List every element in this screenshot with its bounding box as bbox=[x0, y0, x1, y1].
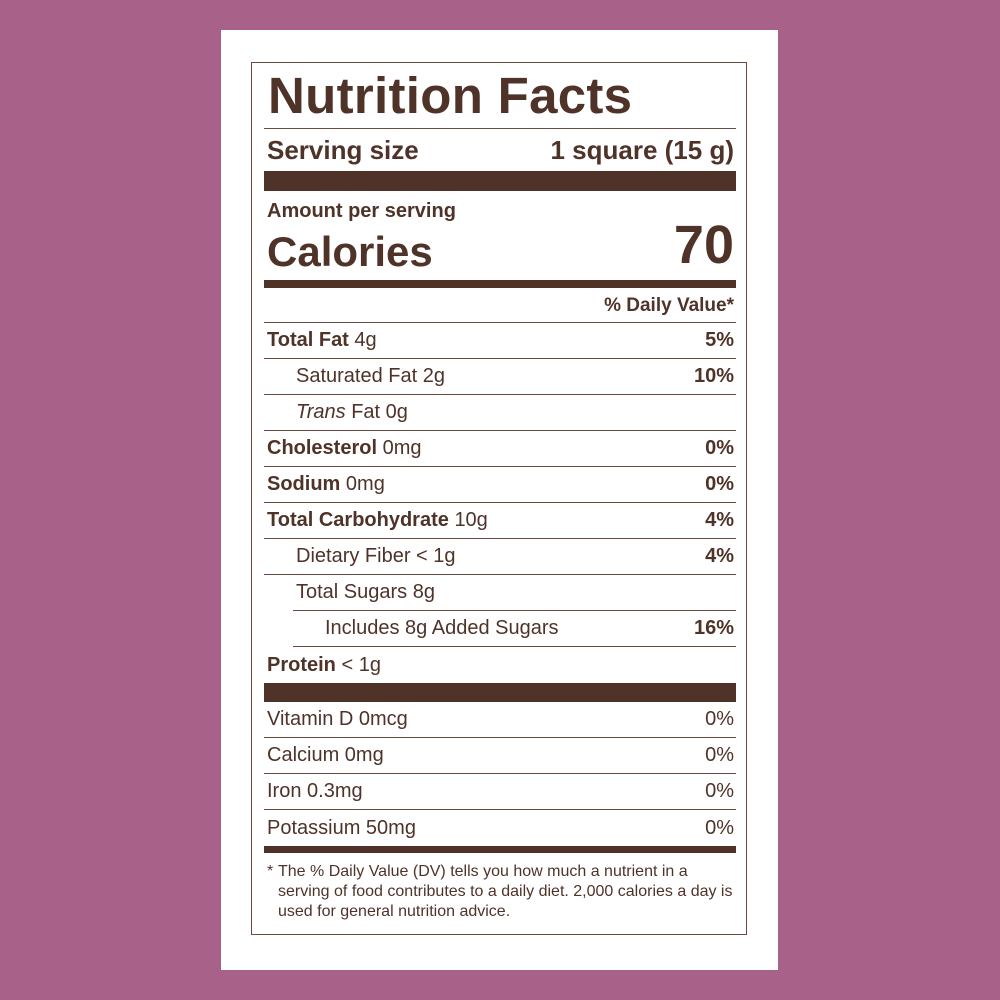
vitamin-daily-value: 0% bbox=[705, 780, 734, 802]
footnote-asterisk: * bbox=[267, 863, 274, 880]
nutrient-label: Protein bbox=[267, 653, 336, 676]
vitamin-list: Vitamin D 0mcg 0% Calcium 0mg 0% Iron 0.3mg 0… bbox=[264, 702, 736, 846]
nutrient-name: Saturated Fat 2g bbox=[296, 365, 445, 388]
nutrient-label-suffix: Fat bbox=[351, 401, 381, 423]
nutrition-facts-panel: Nutrition Facts Serving size 1 square (1… bbox=[251, 62, 747, 935]
nutrient-label: Cholesterol bbox=[267, 437, 378, 459]
amount-per-serving: Amount per serving bbox=[267, 200, 456, 222]
nutrient-row: Saturated Fat 2g 10% bbox=[264, 359, 736, 395]
nutrient-name: Includes 8g Added Sugars bbox=[325, 617, 559, 640]
nutrient-daily-value: 4% bbox=[705, 509, 734, 531]
medium-divider bbox=[264, 846, 736, 853]
nutrient-daily-value: 0% bbox=[705, 473, 734, 495]
calories-value: 70 bbox=[673, 214, 734, 275]
vitamin-daily-value: 0% bbox=[705, 816, 734, 839]
nutrient-amount: < 1g bbox=[416, 545, 456, 567]
vitamin-label: Vitamin D 0mcg bbox=[267, 708, 408, 730]
serving-size-row: Serving size 1 square (15 g) bbox=[264, 129, 736, 171]
nutrient-row: Total Carbohydrate 10g 4% bbox=[264, 503, 736, 539]
nutrient-amount: 0g bbox=[385, 401, 408, 423]
footnote-text: The % Daily Value (DV) tells you how muc… bbox=[278, 863, 733, 920]
medium-divider bbox=[264, 280, 736, 288]
nutrient-amount: 2g bbox=[422, 365, 445, 387]
nutrient-row: Total Fat 4g 5% bbox=[264, 323, 736, 359]
nutrient-amount: 8g bbox=[412, 581, 435, 603]
nutrient-label: Dietary Fiber bbox=[296, 545, 411, 567]
nutrient-row: Includes 8g Added Sugars 16% bbox=[293, 611, 736, 647]
nutrient-name: Dietary Fiber < 1g bbox=[296, 545, 456, 568]
vitamin-row: Calcium 0mg 0% bbox=[264, 738, 736, 774]
nutrient-label: Sodium bbox=[267, 473, 341, 495]
nutrient-label: Saturated Fat bbox=[296, 365, 418, 387]
calories-label: Calories bbox=[267, 227, 433, 275]
nutrient-daily-value: 0% bbox=[705, 437, 734, 459]
vitamin-row: Potassium 50mg 0% bbox=[264, 810, 736, 846]
nutrient-row: Total Sugars 8g bbox=[293, 575, 736, 611]
nutrient-row: Trans Fat 0g bbox=[264, 395, 736, 431]
nutrient-amount: 10g bbox=[454, 509, 488, 531]
nutrient-label: Total Fat bbox=[267, 329, 349, 351]
serving-size-value: 1 square (15 g) bbox=[550, 134, 734, 165]
nutrition-label-card: Nutrition Facts Serving size 1 square (1… bbox=[221, 30, 778, 970]
nutrient-row: Protein < 1g bbox=[264, 647, 736, 683]
vitamin-row: Vitamin D 0mcg 0% bbox=[264, 702, 736, 738]
nutrient-name: Sodium 0mg bbox=[267, 473, 385, 496]
vitamin-label: Iron 0.3mg bbox=[267, 780, 363, 802]
daily-value-header: % Daily Value* bbox=[264, 288, 736, 323]
nutrient-label: Includes 8g Added Sugars bbox=[325, 617, 559, 639]
nutrient-daily-value: 10% bbox=[693, 365, 734, 387]
nutrient-name: Total Carbohydrate 10g bbox=[267, 509, 488, 532]
calories-row: Calories 70 bbox=[264, 215, 736, 280]
nutrient-name: Trans Fat 0g bbox=[296, 401, 408, 424]
nutrient-amount: 4g bbox=[354, 329, 377, 351]
nutrient-daily-value: 5% bbox=[705, 329, 734, 351]
label-title: Nutrition Facts bbox=[264, 63, 736, 129]
nutrient-daily-value: 16% bbox=[693, 617, 734, 639]
nutrient-name: Protein < 1g bbox=[267, 654, 381, 677]
footnote: * The % Daily Value (DV) tells you how m… bbox=[264, 853, 736, 922]
vitamin-daily-value: 0% bbox=[705, 708, 734, 730]
nutrient-list: Total Fat 4g 5% Saturated Fat 2g 10% Trans F… bbox=[264, 323, 736, 683]
nutrient-daily-value: 4% bbox=[705, 545, 734, 567]
nutrient-row: Sodium 0mg 0% bbox=[264, 467, 736, 503]
vitamin-label: Potassium 50mg bbox=[267, 816, 416, 839]
nutrient-amount: 0mg bbox=[345, 473, 385, 495]
nutrient-amount: 0mg bbox=[382, 437, 422, 459]
thick-divider bbox=[264, 171, 736, 191]
vitamin-label: Calcium 0mg bbox=[267, 744, 384, 766]
nutrient-name: Total Fat 4g bbox=[267, 329, 377, 352]
nutrient-row: Cholesterol 0mg 0% bbox=[264, 431, 736, 467]
nutrient-row: Dietary Fiber < 1g 4% bbox=[264, 539, 736, 575]
vitamin-daily-value: 0% bbox=[705, 744, 734, 766]
vitamin-row: Iron 0.3mg 0% bbox=[264, 774, 736, 810]
nutrient-label: Total Carbohydrate bbox=[267, 509, 449, 531]
nutrient-name: Cholesterol 0mg bbox=[267, 437, 422, 460]
nutrient-label: Trans bbox=[296, 401, 346, 423]
thick-divider bbox=[264, 683, 736, 702]
nutrient-name: Total Sugars 8g bbox=[296, 581, 435, 604]
nutrient-label: Total Sugars bbox=[296, 581, 408, 603]
nutrient-amount: < 1g bbox=[341, 653, 381, 676]
serving-size-label: Serving size bbox=[267, 134, 419, 165]
